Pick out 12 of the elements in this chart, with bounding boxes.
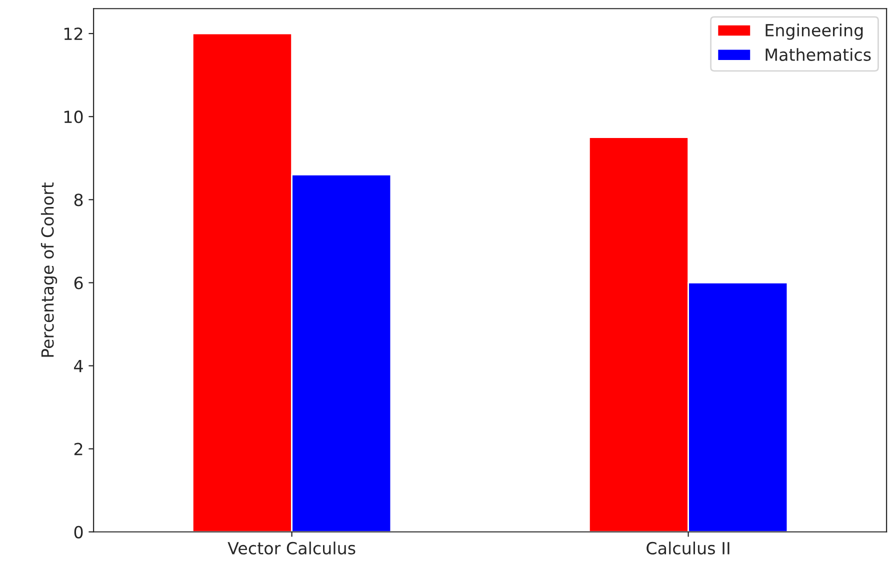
x-tick-label: Vector Calculus	[228, 542, 356, 554]
y-tick-label: 0	[74, 526, 83, 538]
y-tick-label: 6	[74, 276, 83, 290]
y-tick-label: 10	[64, 110, 83, 124]
y-axis-title: Percentage of Cohort	[40, 182, 58, 357]
y-tick-label: 12	[64, 28, 82, 40]
x-tick-label: Calculus II	[646, 542, 730, 554]
legend-label: Engineering	[766, 24, 863, 40]
y-tick-label: 4	[74, 360, 83, 372]
legend-label: Mathematics	[766, 48, 871, 61]
y-tick-label: 2	[74, 442, 82, 456]
y-tick-label: 8	[74, 194, 83, 206]
